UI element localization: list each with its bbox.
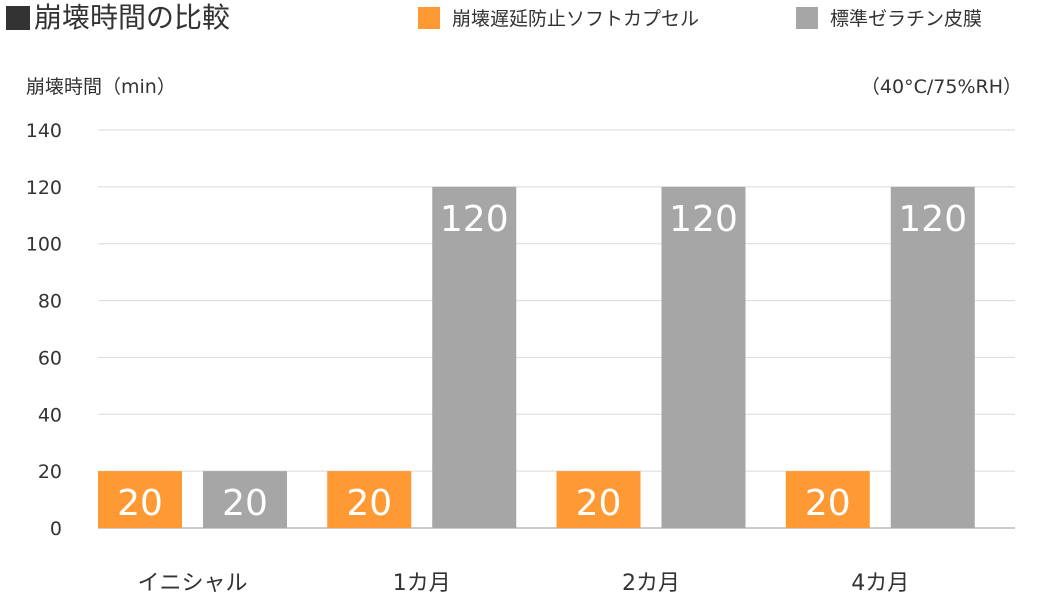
x-tick-label: 2カ月 (622, 571, 680, 596)
legend-swatch-gray (796, 6, 818, 29)
data-label: 20 (346, 483, 392, 524)
y-tick-label: 60 (38, 347, 62, 369)
x-tick-label: 1カ月 (393, 571, 451, 596)
y-tick-label: 0 (50, 518, 62, 540)
title-square-icon (6, 6, 30, 30)
test-condition-label: （40°C/75%RH） (860, 76, 1022, 98)
bar (327, 471, 412, 528)
data-label: 20 (117, 483, 163, 524)
legend-label-soft-capsule: 崩壊遅延防止ソフトカプセル (452, 8, 700, 30)
legend-item-soft-capsule: 崩壊遅延防止ソフトカプセル (418, 4, 699, 31)
legend-label-gelatin: 標準ゼラチン皮膜 (830, 8, 983, 30)
chart-title-text: 崩壊時間の比較 (34, 1, 231, 34)
data-label: 120 (440, 199, 509, 240)
data-label: 120 (669, 199, 738, 240)
data-label: 120 (898, 199, 967, 240)
legend-swatch-orange (418, 6, 440, 29)
data-label: 20 (576, 483, 622, 524)
y-tick-label: 140 (26, 120, 62, 142)
y-tick-label: 120 (26, 177, 62, 199)
bar (98, 471, 182, 528)
x-tick-label: 4カ月 (851, 571, 909, 596)
y-tick-label: 100 (26, 234, 62, 256)
y-tick-label: 20 (38, 461, 62, 483)
y-tick-label: 80 (38, 291, 62, 313)
bar (556, 471, 641, 528)
legend-item-gelatin: 標準ゼラチン皮膜 (796, 4, 982, 31)
data-label: 20 (805, 483, 851, 524)
y-tick-label: 40 (38, 404, 62, 426)
bar (203, 471, 287, 528)
chart-title: 崩壊時間の比較 (6, 0, 230, 36)
y-axis-label: 崩壊時間（min） (26, 76, 176, 98)
data-label: 20 (222, 483, 268, 524)
bar (785, 471, 870, 528)
bar (890, 186, 975, 528)
x-tick-label: イニシャル (137, 571, 247, 596)
bar (432, 186, 517, 528)
bar (661, 186, 746, 528)
